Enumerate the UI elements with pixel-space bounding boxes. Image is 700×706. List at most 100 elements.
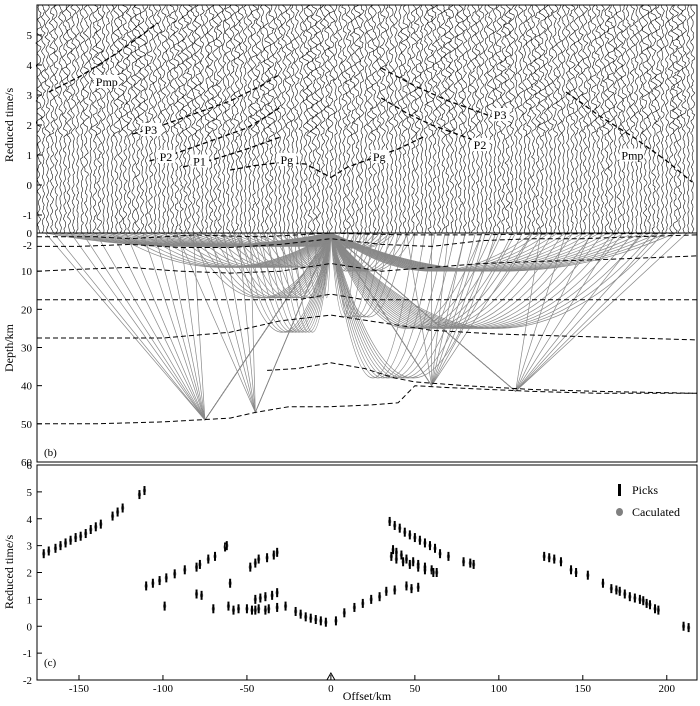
seismic-trace <box>344 4 353 246</box>
pick-marker <box>682 621 685 631</box>
seismic-trace <box>461 4 468 246</box>
pick-marker <box>334 616 337 626</box>
ray-path <box>286 232 332 333</box>
seismic-trace <box>376 4 381 246</box>
pick-marker <box>276 588 279 598</box>
y-tick-label: 2 <box>27 120 33 132</box>
seismic-trace <box>112 4 120 246</box>
panel-a-y-axis-label: Reduced time/s <box>2 88 16 163</box>
pick-marker <box>266 553 269 563</box>
seismic-trace <box>599 4 606 246</box>
pick-marker <box>121 503 124 513</box>
seismic-trace <box>105 4 111 246</box>
reflection-ray <box>330 232 533 387</box>
seismic-trace <box>448 4 456 246</box>
y-tick-label: 40 <box>21 381 33 393</box>
seismic-trace <box>88 4 93 246</box>
seismic-trace <box>267 4 275 246</box>
ray-path <box>330 232 466 379</box>
pick-marker <box>54 543 57 553</box>
velocity-interface <box>36 255 698 274</box>
x-tick-label: 200 <box>659 683 676 695</box>
seismic-trace <box>650 4 658 246</box>
pick-marker <box>618 586 621 596</box>
seismic-trace <box>453 4 460 245</box>
seismic-trace <box>48 4 56 246</box>
pick-marker <box>388 516 391 526</box>
seismic-trace <box>483 4 489 246</box>
ray-path <box>330 232 496 379</box>
y-tick-label: 0 <box>27 621 33 633</box>
y-tick-label: 5 <box>27 30 33 42</box>
phase-annotation: P2 <box>474 138 487 152</box>
pick-marker <box>59 541 62 551</box>
y-tick-label: 2 <box>27 568 33 580</box>
seismic-trace <box>638 4 644 246</box>
y-tick-label: 4 <box>27 514 33 526</box>
seismic-trace <box>233 4 241 246</box>
seismic-trace <box>629 4 636 246</box>
ray-path <box>330 232 446 379</box>
seismic-trace <box>685 4 691 246</box>
seismic-trace <box>475 4 481 246</box>
seismic-trace <box>293 4 300 246</box>
y-tick-label: 5 <box>27 487 33 499</box>
seismic-trace <box>495 4 503 246</box>
legend-calculated-label: Caculated <box>632 505 680 519</box>
panel-c-legend: Picks Caculated <box>616 483 680 519</box>
pick-marker <box>628 592 631 602</box>
pick-marker <box>432 568 435 577</box>
seismic-trace <box>522 4 528 246</box>
seismic-trace <box>58 4 64 246</box>
seismic-trace <box>44 4 51 245</box>
pick-marker <box>370 594 373 604</box>
seismic-trace <box>242 4 248 245</box>
seismic-trace <box>555 5 563 246</box>
panel-b-ray-paths <box>45 232 688 422</box>
pick-marker <box>257 604 260 614</box>
phase-annotation: P3 <box>494 108 507 122</box>
pick-marker <box>79 531 82 541</box>
seismic-trace <box>443 4 452 246</box>
annotation-background <box>157 150 176 163</box>
seismic-trace <box>371 4 378 246</box>
seismic-trace <box>75 4 81 246</box>
seismic-trace <box>185 4 194 246</box>
seismic-trace <box>397 4 403 246</box>
legend-picks-label: Picks <box>632 483 658 497</box>
pick-marker <box>412 557 415 567</box>
seismic-trace <box>194 4 203 246</box>
pick-marker <box>173 569 176 579</box>
phase-annotation: Pg <box>373 150 386 164</box>
pick-marker <box>439 549 442 559</box>
seismic-trace <box>323 4 331 246</box>
seismic-trace <box>625 4 631 246</box>
source-marker-triangle-icon <box>326 671 336 681</box>
seismic-trace <box>594 4 602 246</box>
x-tick-label: 150 <box>575 683 592 695</box>
ray-path <box>330 232 486 379</box>
seismic-trace <box>508 4 516 246</box>
ray-path <box>273 232 332 333</box>
seismic-trace <box>379 4 387 246</box>
annotation-background <box>93 75 119 88</box>
pick-marker <box>245 604 248 614</box>
y-tick-label: 3 <box>27 90 33 102</box>
pick-marker <box>418 535 421 545</box>
panel-c-label: (c) <box>44 657 57 669</box>
pick-marker <box>361 598 364 608</box>
seismic-trace <box>439 4 447 246</box>
seismic-trace <box>94 4 104 246</box>
phase-annotation: Pg <box>281 153 294 167</box>
panel-a-wiggle-traces <box>35 4 696 246</box>
phase-curve <box>48 22 159 93</box>
phase-annotation: Pmp <box>621 149 643 163</box>
velocity-interface <box>37 385 697 425</box>
pick-marker <box>284 601 287 611</box>
pick-marker <box>259 593 262 603</box>
ray-path <box>330 232 374 318</box>
y-tick-label: 6 <box>27 460 33 472</box>
pick-marker <box>214 551 217 561</box>
pick-marker <box>423 565 426 575</box>
